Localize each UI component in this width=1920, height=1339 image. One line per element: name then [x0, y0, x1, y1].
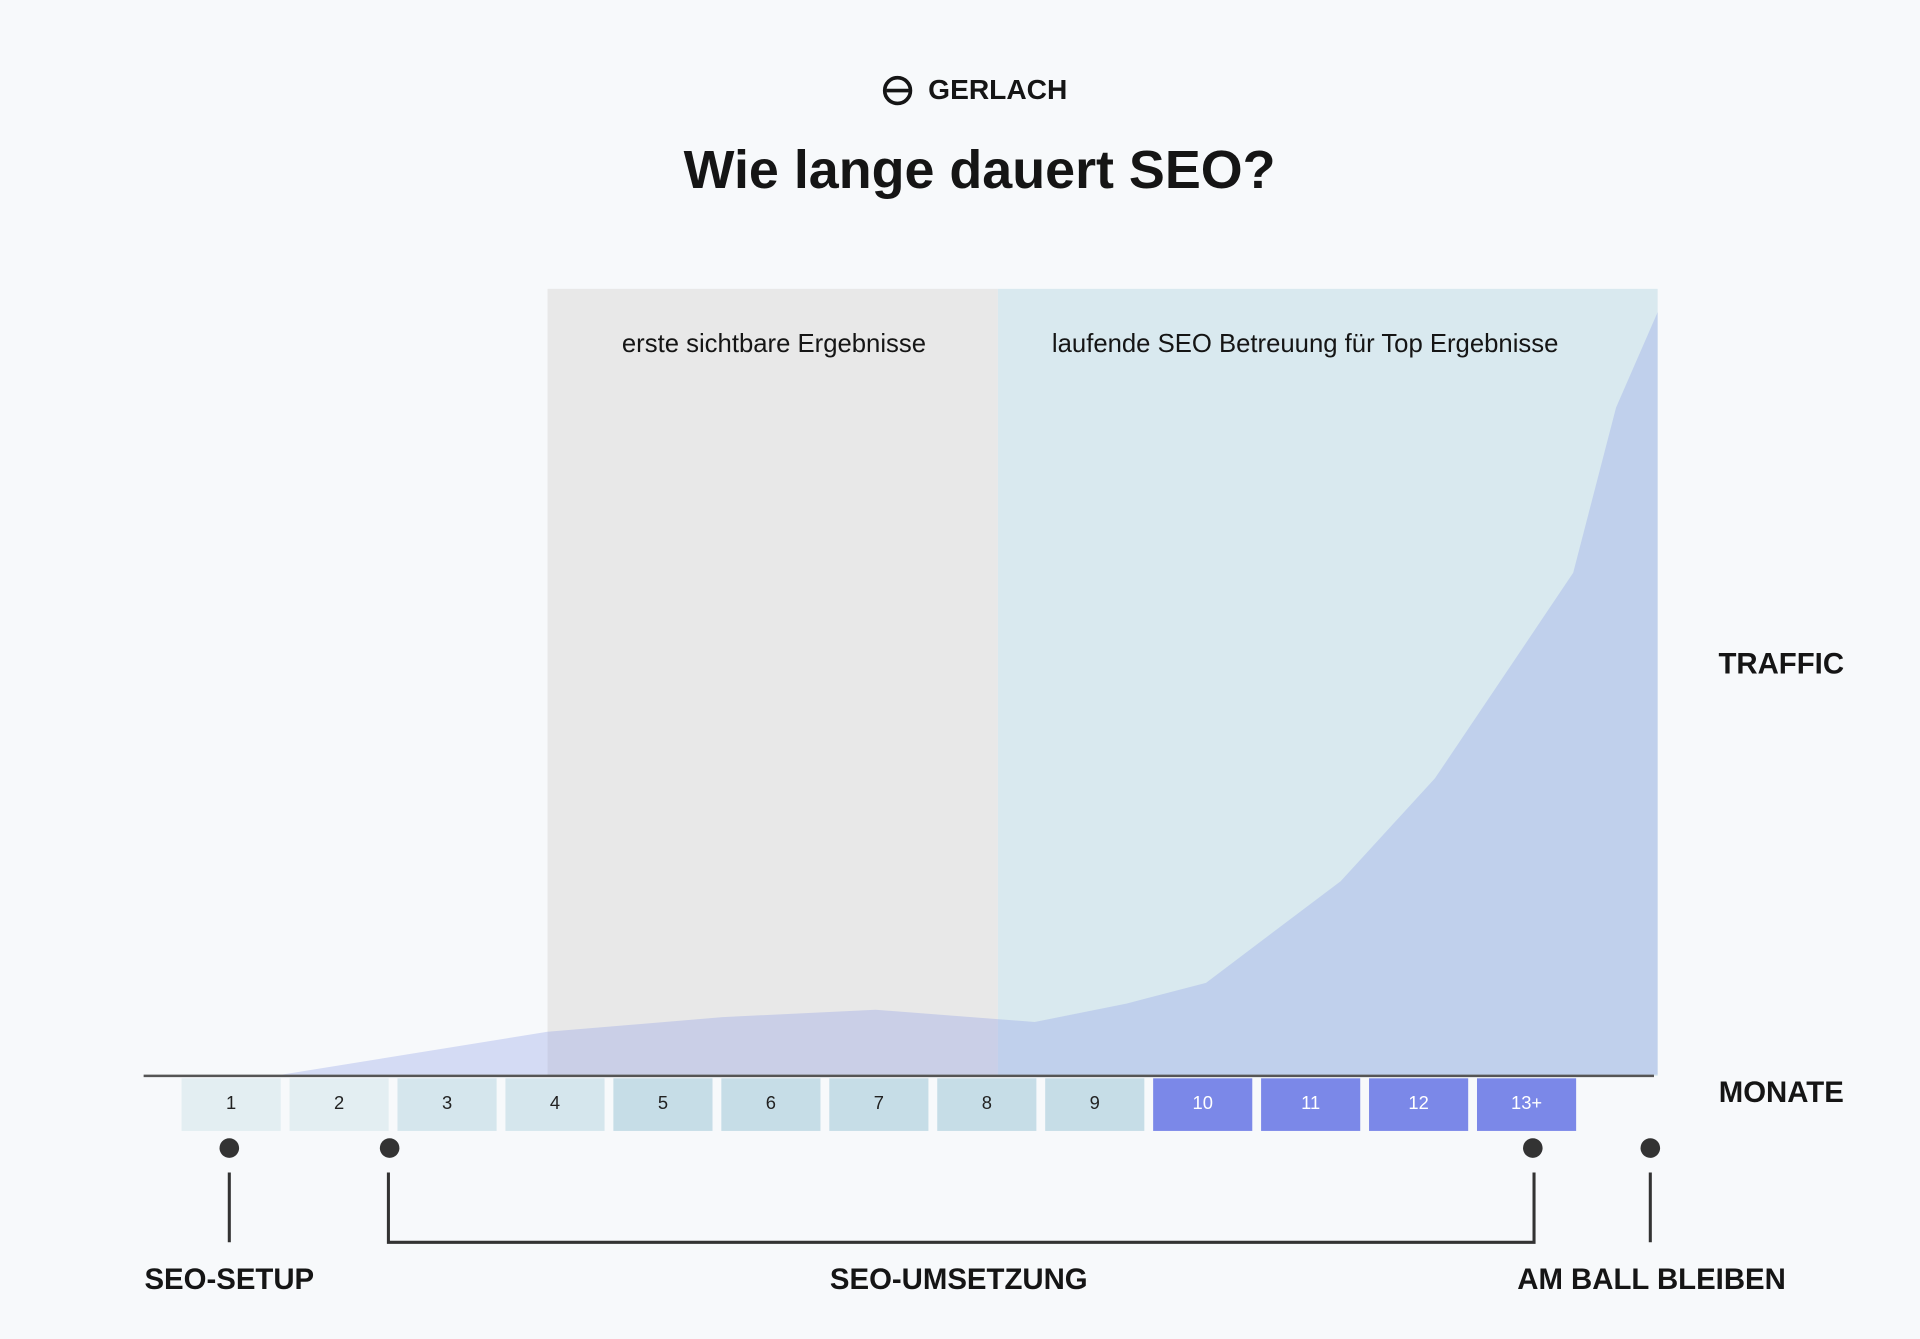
month-box: [289, 1078, 389, 1131]
month-label: 6: [766, 1092, 776, 1113]
axis-label: TRAFFIC: [1718, 648, 1844, 681]
month-label: 10: [1193, 1092, 1213, 1113]
month-box: [1476, 1078, 1577, 1131]
milestone-label: SEO-UMSETZUNG: [830, 1263, 1088, 1296]
dot: [1523, 1138, 1543, 1158]
month-label: 13+: [1511, 1092, 1542, 1113]
dot: [379, 1138, 400, 1158]
month-label: 3: [442, 1092, 452, 1113]
phase-label: laufende SEO Betreuung für Top Ergebniss…: [1052, 330, 1558, 358]
logo: GERLACH: [882, 74, 1067, 106]
month-label: 8: [982, 1092, 992, 1113]
month-label: 5: [658, 1092, 668, 1113]
dot: [219, 1138, 240, 1158]
phase-label: erste sichtbare Ergebnisse: [622, 330, 926, 358]
dot: [1640, 1138, 1661, 1158]
milestone-label: AM BALL BLEIBEN: [1517, 1263, 1786, 1296]
axis-label: MONATE: [1719, 1076, 1844, 1109]
bracket: [386, 1172, 1536, 1244]
month-label: 1: [226, 1092, 236, 1113]
month-label: 4: [550, 1092, 560, 1113]
month-label: 7: [874, 1092, 884, 1113]
month-box: [397, 1078, 497, 1131]
traffic-curve: [281, 312, 1658, 1075]
month-row: 1 2 3 4 5 6 7 8 9 10 11 12 13+: [181, 1078, 1577, 1131]
month-box: [937, 1078, 1037, 1131]
phase-region: [997, 288, 1658, 1076]
month-label: 11: [1301, 1092, 1320, 1113]
month-label: 9: [1090, 1092, 1100, 1113]
month-box: [721, 1078, 821, 1131]
milestone-label: SEO-SETUP: [144, 1263, 314, 1296]
month-box: [181, 1078, 281, 1131]
month-box: [1369, 1078, 1469, 1131]
month-box: [613, 1078, 713, 1131]
title: Wie lange dauert SEO?: [684, 140, 1276, 200]
month-box: [1153, 1078, 1253, 1131]
month-box: [829, 1078, 929, 1131]
month-box: [1045, 1078, 1145, 1131]
logo-icon: [882, 75, 913, 106]
month-label: 12: [1408, 1092, 1428, 1113]
month-box: [505, 1078, 605, 1131]
month-label: 2: [334, 1092, 344, 1113]
timeline-dots: [219, 1138, 1661, 1158]
month-box: [1261, 1078, 1361, 1131]
phase-region: [547, 288, 998, 1076]
brand: GERLACH: [928, 74, 1067, 105]
timeline-brackets: [227, 1172, 1652, 1244]
